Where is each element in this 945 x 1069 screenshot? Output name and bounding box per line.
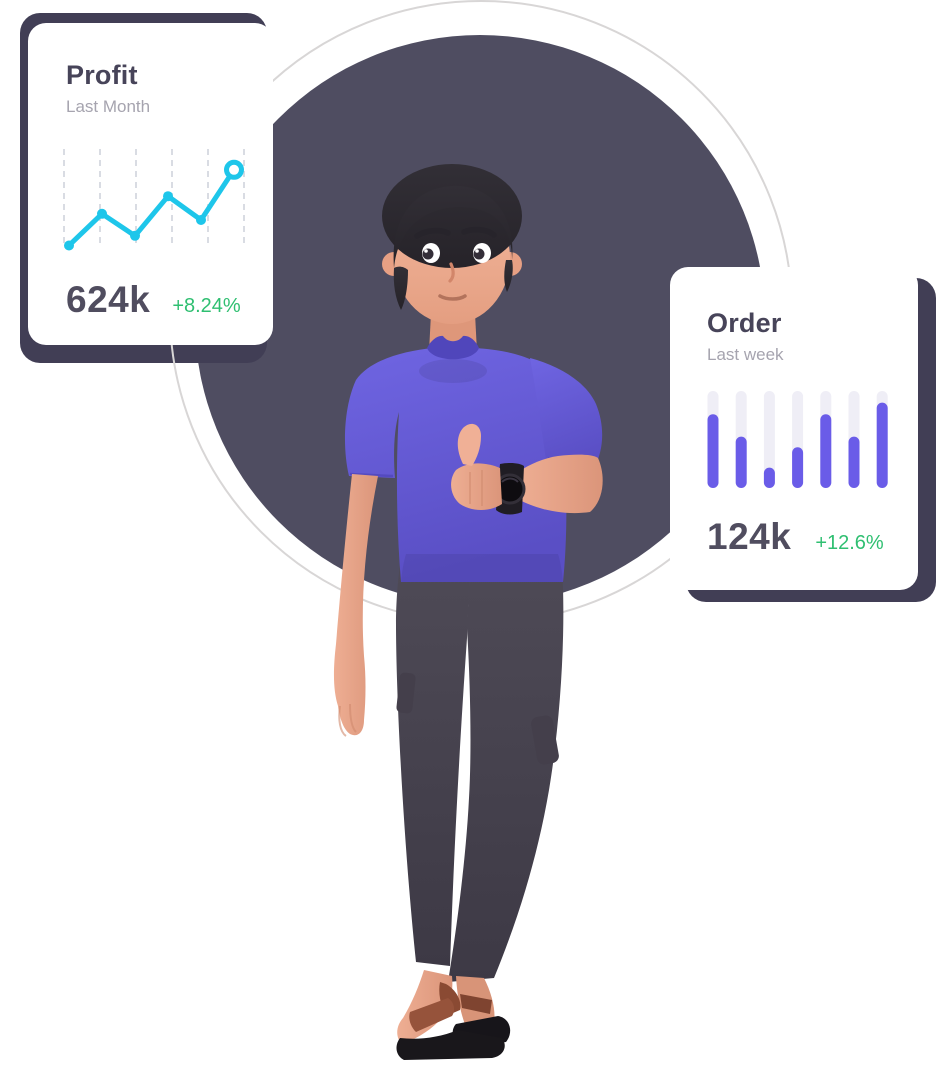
character-pants xyxy=(396,566,564,982)
wristwatch xyxy=(494,462,526,515)
character-right-arm-thumbs-up xyxy=(451,423,603,515)
order-bar-chart xyxy=(707,391,888,488)
profit-line-chart xyxy=(63,149,245,251)
profit-card-title: Profit xyxy=(66,60,138,90)
order-card: Order Last week 124k +12.6% xyxy=(670,267,918,590)
order-card-subtitle: Last week xyxy=(707,345,784,364)
character-front-foot-sandal xyxy=(396,970,505,1060)
character-hair xyxy=(382,164,522,268)
profit-value: 624k xyxy=(66,279,151,320)
character-illustration xyxy=(333,164,603,1060)
profit-card-subtitle: Last Month xyxy=(66,97,151,116)
order-value-row: 124k +12.6% xyxy=(707,516,918,558)
profit-card: Profit Last Month 624k +8.24% xyxy=(28,23,273,345)
profit-change-badge: +8.24% xyxy=(172,295,241,317)
character-left-arm xyxy=(333,474,378,737)
order-change-badge: +12.6% xyxy=(815,532,884,554)
character-head xyxy=(382,164,522,324)
order-value: 124k xyxy=(707,516,792,557)
order-card-title: Order xyxy=(707,308,782,338)
profit-value-row: 624k +8.24% xyxy=(66,279,273,321)
character-tshirt xyxy=(344,335,603,582)
